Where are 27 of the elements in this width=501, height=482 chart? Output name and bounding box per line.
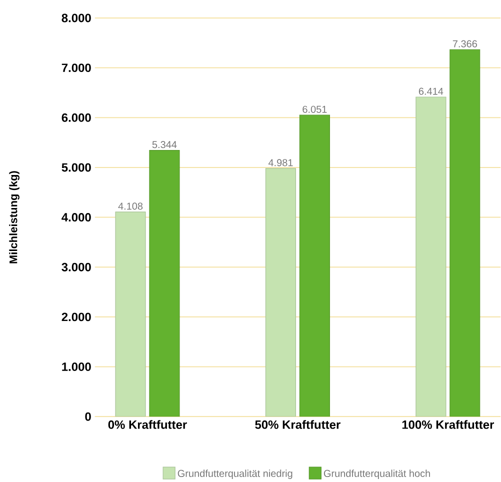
y-tick-label: 8.000 — [62, 14, 91, 22]
bar — [450, 49, 480, 416]
bar — [115, 211, 146, 416]
data-label: 6.414 — [418, 88, 444, 95]
y-tick-label: 5.000 — [62, 163, 91, 172]
data-label: 7.366 — [452, 40, 477, 48]
data-label: 6.051 — [302, 106, 327, 113]
x-tick-label: 0% Kraftfutter — [108, 420, 187, 429]
y-tick-label: 7.000 — [62, 63, 91, 72]
x-tick-label: 50% Kraftfutter — [255, 420, 340, 429]
bar — [265, 168, 296, 416]
data-label: 4.981 — [268, 158, 293, 166]
y-axis-title: Milchleistung (kg) — [9, 170, 20, 264]
y-tick-label: 6.000 — [62, 113, 91, 122]
bar — [299, 114, 330, 416]
bar — [416, 96, 446, 416]
legend-label: Grundfutterqualität niedrig — [178, 469, 292, 479]
data-label: 4.108 — [118, 202, 143, 210]
y-tick-label: 1.000 — [62, 362, 91, 371]
x-tick-label: 100% Kraftfutter — [402, 420, 494, 429]
y-tick-label: 2.000 — [62, 312, 91, 321]
bar — [149, 150, 180, 416]
y-tick-label: 0 — [85, 412, 91, 421]
y-tick-label: 4.000 — [62, 212, 91, 222]
y-tick-label: 3.000 — [62, 262, 91, 272]
legend-label: Grundfutterqualität hoch — [324, 469, 430, 479]
data-label: 5.344 — [152, 140, 177, 148]
